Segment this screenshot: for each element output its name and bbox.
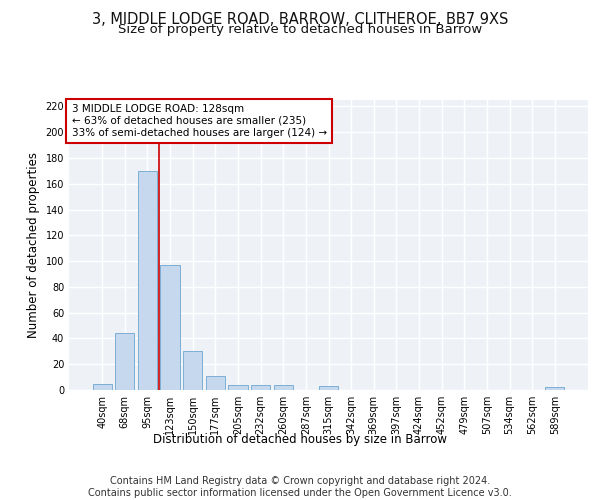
Text: 3, MIDDLE LODGE ROAD, BARROW, CLITHEROE, BB7 9XS: 3, MIDDLE LODGE ROAD, BARROW, CLITHEROE,… xyxy=(92,12,508,28)
Bar xyxy=(274,385,293,390)
Text: Distribution of detached houses by size in Barrow: Distribution of detached houses by size … xyxy=(153,432,447,446)
Bar xyxy=(319,386,338,390)
Bar xyxy=(138,171,157,390)
Text: 3 MIDDLE LODGE ROAD: 128sqm
← 63% of detached houses are smaller (235)
33% of se: 3 MIDDLE LODGE ROAD: 128sqm ← 63% of det… xyxy=(71,104,327,138)
Bar xyxy=(115,334,134,390)
Text: Contains HM Land Registry data © Crown copyright and database right 2024.
Contai: Contains HM Land Registry data © Crown c… xyxy=(88,476,512,498)
Bar xyxy=(183,352,202,390)
Bar xyxy=(92,384,112,390)
Bar xyxy=(160,265,180,390)
Bar xyxy=(545,388,565,390)
Bar xyxy=(229,385,248,390)
Y-axis label: Number of detached properties: Number of detached properties xyxy=(27,152,40,338)
Text: Size of property relative to detached houses in Barrow: Size of property relative to detached ho… xyxy=(118,22,482,36)
Bar xyxy=(251,385,270,390)
Bar xyxy=(206,376,225,390)
